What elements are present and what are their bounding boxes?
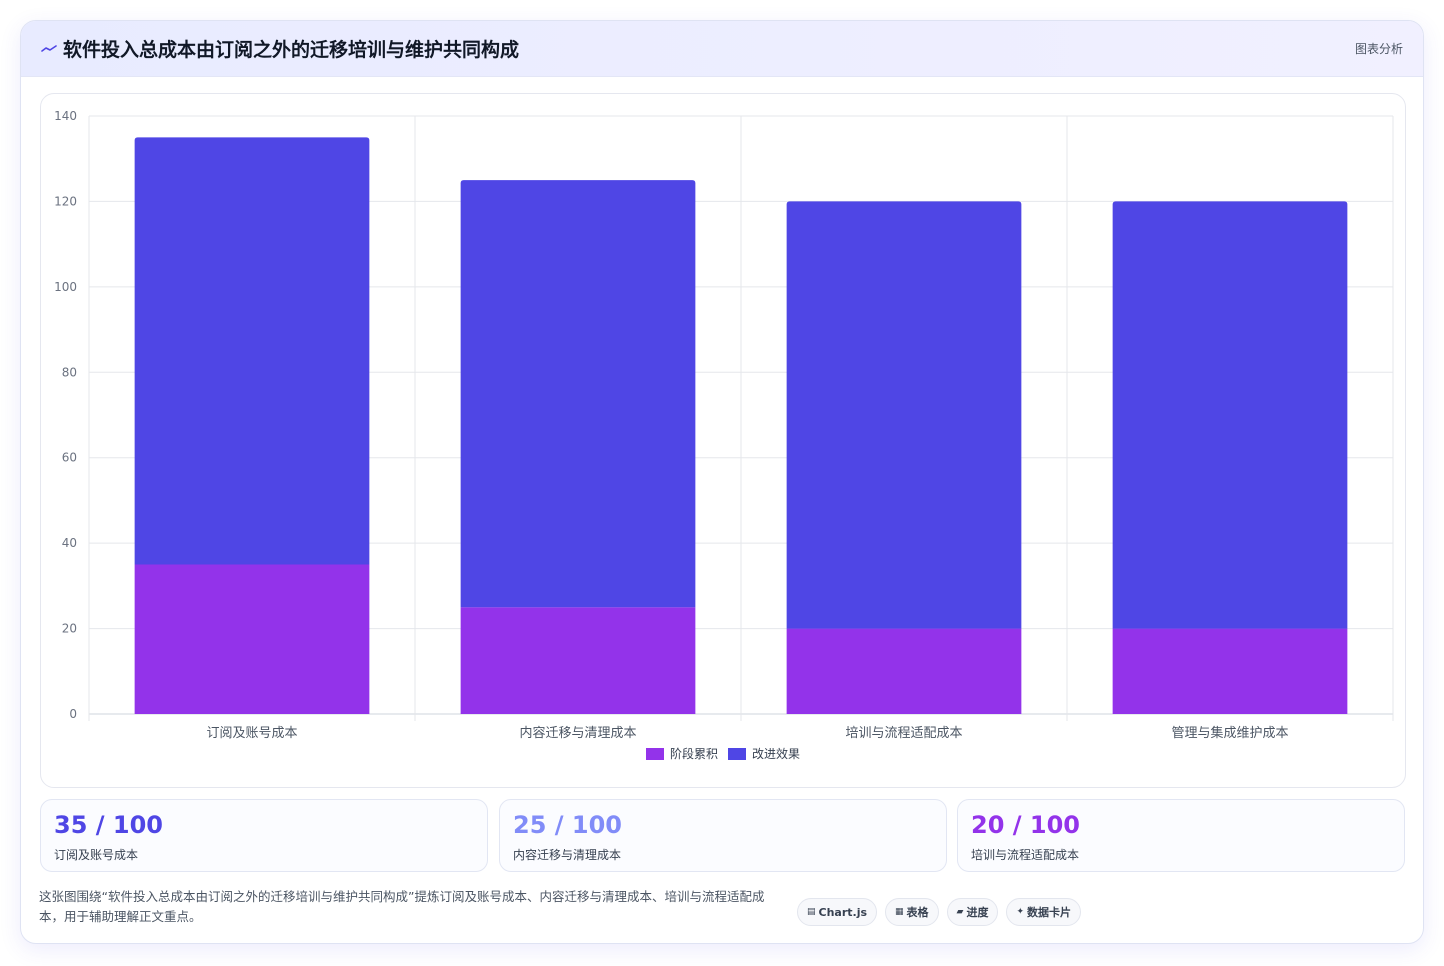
chip-label: 进度 bbox=[966, 906, 989, 919]
chip-table[interactable]: ▦ 表格 bbox=[885, 898, 939, 926]
bar-segment bbox=[134, 137, 370, 565]
page-title: 软件投入总成本由订阅之外的迁移培训与维护共同构成 bbox=[63, 39, 520, 61]
bar-segment bbox=[460, 180, 696, 608]
kpi-label: 订阅及账号成本 bbox=[54, 848, 139, 862]
y-tick-label: 140 bbox=[54, 109, 77, 123]
kpi-card: 20 / 100 培训与流程适配成本 bbox=[957, 799, 1405, 872]
y-tick-label: 120 bbox=[54, 194, 77, 208]
card-header: 软件投入总成本由订阅之外的迁移培训与维护共同构成 图表分析 bbox=[21, 21, 1423, 77]
legend-label: 阶段累积 bbox=[670, 746, 718, 761]
chart-line-icon bbox=[41, 45, 57, 52]
chip-label: Chart.js bbox=[818, 905, 868, 919]
kpi-card: 25 / 100 内容迁移与清理成本 bbox=[499, 799, 947, 872]
table-icon: ▦ bbox=[895, 907, 904, 917]
x-tick-label: 管理与集成维护成本 bbox=[1171, 725, 1288, 741]
chart-icon: ▤ bbox=[807, 907, 816, 917]
bar-segment bbox=[786, 628, 1022, 714]
x-tick-label: 订阅及账号成本 bbox=[206, 726, 297, 741]
kpi-label: 内容迁移与清理成本 bbox=[513, 848, 622, 862]
progress-icon: ▰ bbox=[956, 907, 964, 917]
kpi-value: 25 / 100 bbox=[513, 811, 622, 839]
chip-label: 数据卡片 bbox=[1027, 906, 1072, 919]
legend-swatch bbox=[646, 748, 664, 760]
y-tick-label: 80 bbox=[62, 365, 77, 379]
sparkle-icon: ✦ bbox=[1016, 907, 1025, 917]
y-tick-label: 40 bbox=[62, 536, 77, 550]
y-tick-label: 60 bbox=[62, 451, 77, 465]
chip-chartjs[interactable]: ▤ Chart.js bbox=[797, 898, 878, 926]
chip-progress[interactable]: ▰ 进度 bbox=[946, 898, 999, 926]
chart-description: 这张图围绕“软件投入总成本由订阅之外的迁移培训与维护共同构成”提炼订阅及账号成本… bbox=[39, 889, 765, 924]
tech-chips: ▤ Chart.js ▦ 表格 ▰ 进度 ✦ 数据卡片 bbox=[797, 898, 1082, 926]
bar-segment bbox=[1112, 201, 1348, 629]
kpi-label: 培训与流程适配成本 bbox=[971, 848, 1080, 862]
legend-label: 改进效果 bbox=[752, 746, 800, 761]
bar-segment bbox=[134, 564, 370, 714]
bar-segment bbox=[460, 607, 696, 714]
chip-label: 表格 bbox=[906, 906, 929, 919]
y-tick-label: 100 bbox=[54, 280, 77, 294]
bar-segment bbox=[786, 201, 1022, 629]
legend-swatch bbox=[728, 748, 746, 760]
stacked-bar-chart: 0 20 40 60 80 100 120 140 订阅及账号成本 内容迁移与清理成本 培训与流程适… bbox=[54, 109, 1394, 761]
kpi-value: 35 / 100 bbox=[54, 811, 163, 839]
y-tick-label: 20 bbox=[62, 622, 77, 636]
kpi-card: 35 / 100 订阅及账号成本 bbox=[40, 799, 488, 872]
chip-data-card[interactable]: ✦ 数据卡片 bbox=[1006, 898, 1082, 926]
x-tick-label: 内容迁移与清理成本 bbox=[519, 725, 636, 741]
kpi-value: 20 / 100 bbox=[971, 811, 1080, 839]
x-tick-label: 培训与流程适配成本 bbox=[845, 725, 962, 741]
bar-segment bbox=[1112, 628, 1348, 714]
chart-card: 软件投入总成本由订阅之外的迁移培训与维护共同构成 图表分析 0 20 40 60 80 1… bbox=[20, 20, 1424, 944]
chart-analysis-tag[interactable]: 图表分析 bbox=[1354, 42, 1403, 56]
y-tick-label: 0 bbox=[69, 707, 77, 721]
chart-panel: 0 20 40 60 80 100 120 140 订阅及账号成本 内容迁移与清理成本 培训与流程适… bbox=[40, 93, 1406, 788]
